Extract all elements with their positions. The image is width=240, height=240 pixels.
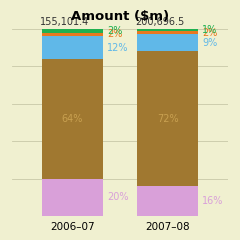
Bar: [42, 36, 103, 59]
Bar: [137, 34, 198, 51]
Text: 1%: 1%: [202, 25, 217, 35]
Bar: [137, 186, 198, 216]
Text: 200,696.5: 200,696.5: [135, 17, 184, 27]
Text: 16%: 16%: [202, 196, 223, 206]
Text: 12%: 12%: [107, 42, 129, 53]
Text: 2%: 2%: [107, 30, 122, 39]
Text: 20%: 20%: [107, 192, 129, 202]
Bar: [42, 29, 103, 33]
Bar: [137, 51, 198, 186]
Text: 155,101.4: 155,101.4: [40, 17, 89, 27]
Bar: [137, 31, 198, 34]
Bar: [42, 179, 103, 216]
Text: 2%: 2%: [202, 28, 217, 37]
Text: 9%: 9%: [202, 38, 217, 48]
Bar: [137, 29, 198, 31]
Text: 2%: 2%: [107, 26, 122, 36]
Title: Amount ($m): Amount ($m): [71, 11, 169, 24]
Text: 72%: 72%: [157, 114, 178, 124]
Bar: [42, 59, 103, 179]
Bar: [42, 33, 103, 36]
Text: 64%: 64%: [62, 114, 83, 124]
